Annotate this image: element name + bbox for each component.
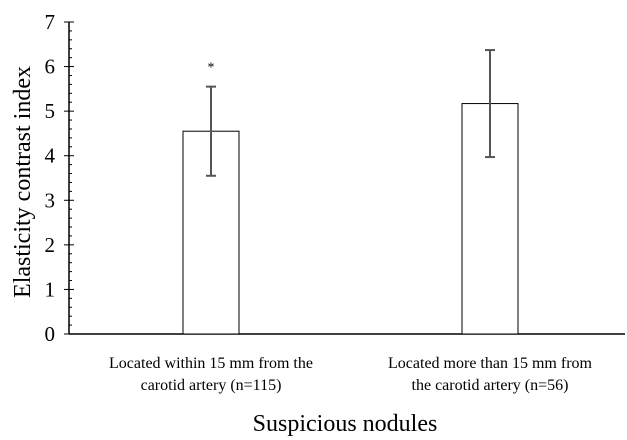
x-category-label-line1: Located more than 15 mm from bbox=[388, 355, 592, 372]
y-tick-label: 3 bbox=[45, 188, 56, 212]
y-tick-label: 6 bbox=[45, 55, 56, 79]
y-tick-label: 2 bbox=[45, 233, 56, 257]
y-tick-label: 0 bbox=[45, 322, 56, 346]
y-tick-label: 4 bbox=[45, 144, 56, 168]
y-tick-label: 5 bbox=[45, 99, 56, 123]
labels: 0 1 2 3 4 5 6 7 * Located within 15 mm from the ca… bbox=[45, 10, 593, 394]
y-tick-label: 1 bbox=[45, 277, 56, 301]
y-axis-title: Elasticity contrast index bbox=[10, 66, 36, 298]
x-category-label-line2: carotid artery (n=115) bbox=[141, 377, 282, 394]
axes bbox=[64, 21, 625, 335]
x-axis-title: Suspicious nodules bbox=[253, 411, 438, 437]
significance-marker: * bbox=[208, 61, 215, 76]
y-tick-label: 7 bbox=[45, 10, 56, 34]
bars bbox=[182, 49, 519, 335]
x-category-label-line1: Located within 15 mm from the bbox=[109, 355, 313, 372]
x-category-label-line2: the carotid artery (n=56) bbox=[412, 377, 569, 394]
